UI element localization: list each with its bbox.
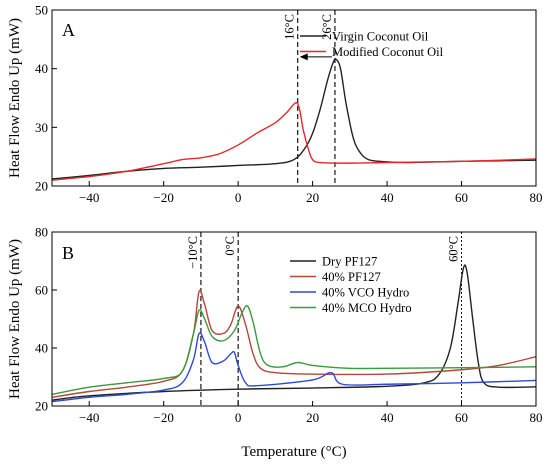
- panel-b-xtick-label: 40: [381, 410, 394, 425]
- panel-b-ytick-label: 40: [35, 341, 48, 356]
- reference-line-label: 26°C: [320, 14, 334, 40]
- panel-a-xtick-label: 80: [530, 190, 543, 205]
- panel-b-xtick-label: 60: [455, 410, 468, 425]
- panel-b: −10°C 0°C 60°C −40 −20 0 20 40 60 80 20 40 60 80 B D…: [35, 225, 543, 426]
- reference-line-label: 0°C: [223, 236, 237, 256]
- panel-a-label: A: [62, 20, 75, 40]
- panel-a: 16°C 26°C −40 −20 0 20 40 60 80 20 30 40 50 A Virgi…: [35, 3, 543, 206]
- legend-entry: 40% VCO Hydro: [322, 286, 409, 300]
- panel-a-frame: [51, 9, 537, 187]
- panel-a-ytick-label: 40: [35, 61, 48, 76]
- panel-b-ytick-label: 20: [35, 399, 48, 414]
- reference-line-label: 16°C: [283, 14, 297, 40]
- legend-entry: 40% MCO Hydro: [322, 301, 412, 315]
- legend-entry: Dry PF127: [322, 255, 377, 269]
- panel-a-xtick-label: 0: [235, 190, 242, 205]
- panel-a-ytick-label: 50: [35, 3, 48, 18]
- shift-arrow-head: [299, 53, 308, 61]
- legend-entry: Virgin Coconut Oil: [332, 30, 429, 44]
- panel-b-ytick-label: 80: [35, 225, 48, 240]
- series-line-modified-coconut-oil: [51, 101, 537, 181]
- panel-a-ytick-label: 20: [35, 179, 48, 194]
- series-line-dry-pf127: [51, 264, 537, 401]
- x-axis-label: Temperature (°C): [241, 444, 346, 460]
- panel-a-xtick-label: 20: [306, 190, 319, 205]
- series-line-virgin-coconut-oil: [51, 58, 537, 180]
- panel-b-xtick-label: 0: [235, 410, 242, 425]
- panel-b-ylabel: Heat Flow Endo Up (mW): [7, 239, 23, 399]
- legend-entry: Modified Coconut Oil: [332, 45, 444, 59]
- reference-line-label: 60°C: [447, 236, 461, 262]
- series-line-40-pf127: [51, 289, 537, 398]
- panel-b-label: B: [62, 243, 74, 263]
- panel-a-xtick-label: 40: [381, 190, 394, 205]
- panel-b-ytick-label: 60: [35, 283, 48, 298]
- panel-a-xtick-label: −20: [154, 190, 174, 205]
- panel-b-xtick-label: 20: [306, 410, 319, 425]
- panel-b-xtick-label: −20: [154, 410, 174, 425]
- reference-line-label: −10°C: [186, 236, 200, 269]
- panel-a-ytick-label: 30: [35, 120, 48, 135]
- panel-a-ylabel: Heat Flow Endo Up (mW): [7, 18, 23, 178]
- panel-b-frame: [51, 231, 537, 407]
- legend-entry: 40% PF127: [322, 270, 381, 284]
- panel-b-xtick-label: 80: [530, 410, 543, 425]
- panel-a-xtick-label: −40: [79, 190, 99, 205]
- series-line-40-vco-hydro: [51, 332, 537, 403]
- series-line-40-mco-hydro: [51, 304, 537, 396]
- panel-b-xtick-label: −40: [79, 410, 99, 425]
- panel-a-xtick-label: 60: [455, 190, 468, 205]
